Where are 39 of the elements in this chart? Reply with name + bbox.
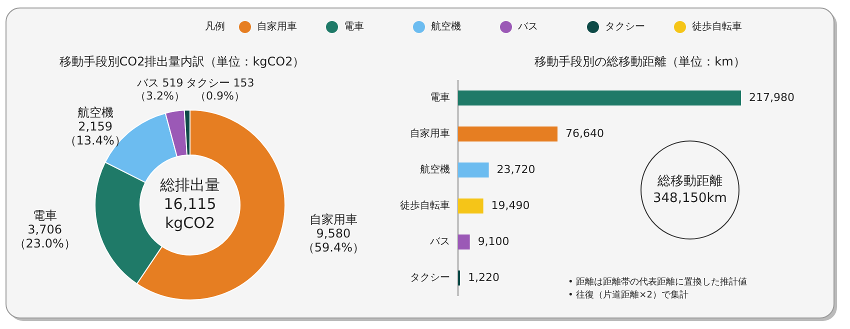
y-tick-label: 航空機 [420,164,450,176]
slice-label: 電車 [32,208,57,223]
bar [458,198,484,214]
y-tick-label: 徒歩自転車 [400,200,450,212]
annotation: 総移動距離 348,150km [653,174,727,206]
legend-label: 電車 [344,20,364,33]
data-label: 76,640 [566,127,604,140]
data-label: 217,980 [749,91,794,104]
y-tick-label: タクシー [410,272,450,284]
legend-title: 凡例 [205,22,225,33]
legend-label: 徒歩自転車 [692,20,742,33]
annotation: • 往復（片道距離×2）で集計 [568,289,688,300]
text: （3.2%） [135,90,185,103]
chart-title: 移動手段別の総移動距離（単位：km） [534,54,746,68]
slice-label: 自家用車 [309,212,358,227]
data-label: 23,720 [496,163,536,176]
data-label: 9,580 （59.4%） [302,226,365,255]
legend-label: 自家用車 [257,20,297,33]
data-label: 19,490 [491,199,530,212]
text: 総排出量 16,115 kgCO2 [159,176,220,232]
slice-label: 航空機 [77,106,114,120]
y-tick-label: 自家用車 [410,128,450,140]
data-label: 3,706 （23.0%） [14,222,76,251]
annotation: • 距離は距離帯の代表距離に置換した推計値 [568,276,748,288]
y-tick-label: 電車 [430,92,450,104]
data-label: 1,220 [468,271,500,284]
text: （0.9%） [195,90,245,103]
category-label: バス 519 [136,76,184,90]
category-label: タクシー 153 [186,76,254,90]
y-tick-label: バス [429,236,450,248]
bar [458,90,741,106]
legend-label: タクシー [605,22,645,33]
bar [458,234,470,250]
text: 移動手段別CO2排出量内訳（単位：kgCO2） [59,54,305,68]
bar [458,126,558,142]
legend-label: バス [517,22,538,33]
bar [458,162,489,178]
data-label: 9,100 [478,235,510,248]
data-label: 2,159 （13.4%） [64,120,126,148]
